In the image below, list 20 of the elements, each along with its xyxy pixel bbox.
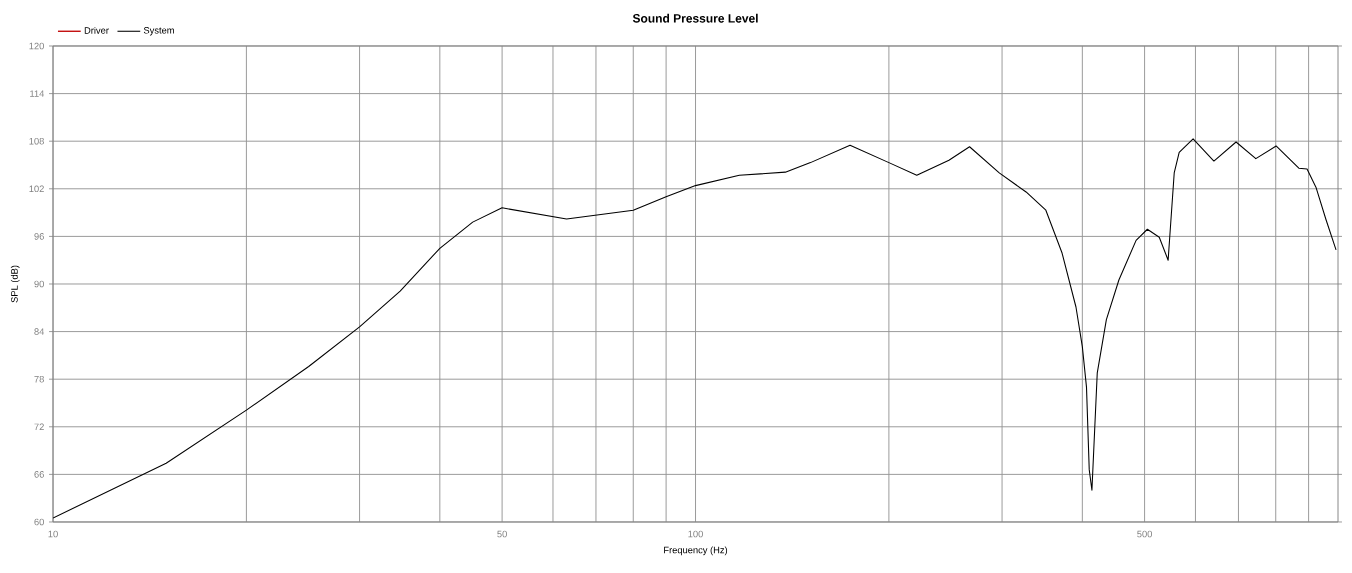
y-tick-label: 108: [29, 137, 44, 145]
y-tick-label: 78: [34, 375, 44, 383]
y-tick-label: 72: [34, 423, 44, 431]
y-tick-label: 60: [34, 518, 44, 526]
y-tick-label: 84: [34, 328, 45, 335]
x-tick-label: 50: [497, 530, 507, 538]
chart-title: Sound Pressure Level: [632, 13, 758, 23]
y-tick-label: 120: [29, 42, 44, 50]
x-tick-label: 500: [1137, 530, 1153, 538]
x-tick-label: 10: [48, 530, 58, 538]
y-tick-label: 90: [34, 280, 44, 288]
x-tick-label: 100: [688, 530, 703, 538]
x-axis-title: Frequency (Hz): [664, 546, 728, 556]
y-axis-title: SPL (dB): [10, 265, 20, 303]
y-tick-label: 114: [30, 90, 45, 97]
y-tick-label: 66: [34, 471, 44, 478]
legend-label: Driver: [84, 26, 109, 34]
legend-label: System: [143, 27, 174, 36]
y-tick-label: 96: [34, 233, 44, 240]
y-tick-label: 102: [29, 185, 44, 193]
